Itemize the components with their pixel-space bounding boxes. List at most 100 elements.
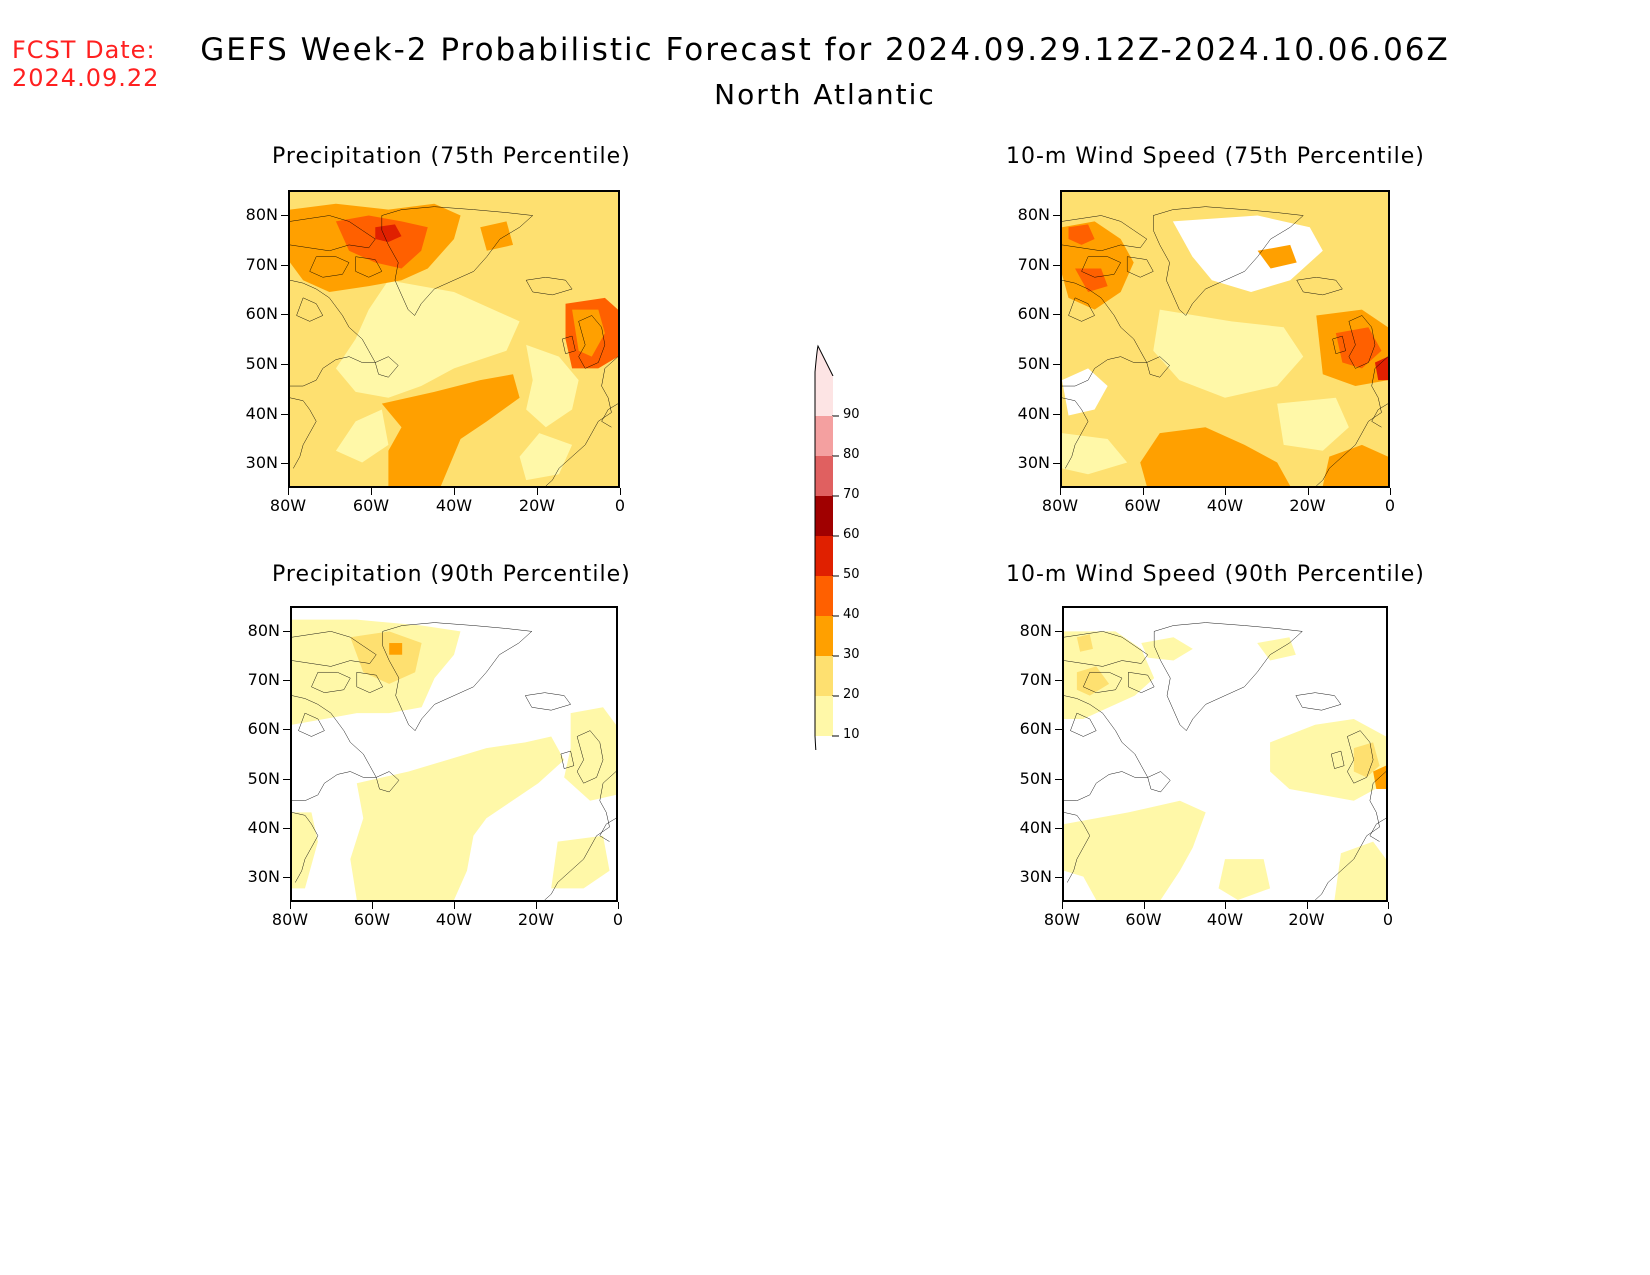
lon-label: 0 — [614, 496, 626, 515]
lon-label: 60W — [1124, 496, 1161, 515]
lon-tick — [372, 902, 373, 909]
probability-shading — [1075, 268, 1108, 292]
lon-tick — [1143, 902, 1145, 909]
probability-shading — [564, 707, 616, 801]
coastline — [375, 357, 398, 378]
lon-label: 20W — [517, 910, 555, 929]
lat-tick — [283, 680, 290, 681]
coastline — [1148, 772, 1171, 792]
coastline — [579, 315, 605, 368]
coastline — [546, 357, 618, 486]
lon-tick — [1390, 488, 1391, 495]
colorbar-swatch — [815, 656, 833, 696]
lon-tick — [1388, 902, 1389, 909]
lat-label: 50N — [1017, 353, 1050, 373]
colorbar-label: 70 — [843, 487, 860, 502]
lon-tick — [536, 902, 537, 909]
lon-tick — [454, 488, 455, 495]
coastline — [297, 298, 323, 322]
lat-label: 60N — [247, 719, 280, 739]
lat-label: 30N — [1019, 867, 1052, 887]
probability-shading — [1140, 427, 1291, 486]
lon-label: 80W — [1041, 496, 1079, 515]
lat-tick — [283, 630, 290, 632]
map-precip-90 — [290, 606, 618, 902]
colorbar-swatch — [815, 616, 833, 656]
lat-tick — [281, 363, 288, 365]
map-graphic — [1064, 608, 1386, 900]
coastline — [1154, 623, 1302, 731]
lat-tick — [281, 413, 288, 415]
lon-label: 40W — [1206, 496, 1244, 515]
colorbar-label: 60 — [843, 527, 860, 542]
colorbar-graphic — [814, 344, 839, 750]
lat-label: 40N — [1019, 818, 1052, 837]
colorbar-swatch — [815, 496, 833, 536]
lat-label: 70N — [245, 254, 278, 274]
lon-label: 60W — [353, 910, 391, 929]
probability-shading — [1076, 666, 1110, 696]
lat-label: 30N — [247, 867, 280, 887]
lon-tick — [620, 488, 621, 495]
colorbar-swatch — [815, 536, 833, 576]
coastline — [600, 818, 616, 841]
lon-label: 80W — [1043, 910, 1081, 929]
forecast-date-caption: FCST Date: — [12, 36, 156, 64]
lat-label: 80N — [1017, 204, 1050, 224]
coastline — [1153, 207, 1303, 316]
lat-tick — [281, 463, 288, 465]
coastline — [1349, 315, 1375, 368]
colorbar-top-cap — [814, 344, 834, 377]
lat-tick — [1053, 463, 1060, 465]
lat-tick — [1055, 877, 1062, 879]
probability-shading — [350, 736, 565, 900]
coastline — [1333, 336, 1346, 354]
probability-shading — [1172, 215, 1323, 292]
colorbar-swatch — [815, 696, 833, 736]
colorbar-swatch — [815, 416, 833, 456]
map-graphic — [1062, 192, 1388, 486]
coastline — [602, 404, 618, 428]
lon-label: 40W — [1206, 910, 1244, 929]
coastline — [311, 672, 350, 692]
coastline — [1128, 672, 1154, 692]
coastline — [1064, 631, 1148, 666]
lat-label: 80N — [247, 620, 280, 640]
lon-label: 40W — [435, 496, 473, 515]
lat-tick — [1053, 264, 1060, 266]
lat-tick — [1053, 363, 1060, 365]
coastline — [526, 277, 572, 295]
panel-title-precip-90: Precipitation (90th Percentile) — [272, 562, 631, 587]
colorbar-label: 10 — [843, 727, 860, 742]
lat-tick — [1053, 413, 1060, 415]
lat-label: 70N — [1019, 670, 1052, 689]
lat-tick — [1055, 828, 1062, 829]
region-title: North Atlantic — [714, 78, 936, 111]
coastline — [382, 207, 533, 316]
lon-tick — [1062, 902, 1063, 909]
coastline — [1316, 357, 1388, 486]
lat-label: 30N — [245, 453, 278, 473]
probability-shading — [1374, 356, 1388, 381]
lon-label: 20W — [1288, 910, 1325, 929]
coastline — [1064, 696, 1148, 801]
lat-label: 80N — [1019, 620, 1052, 640]
colorbar-swatch — [815, 576, 833, 616]
lon-tick — [1307, 488, 1309, 495]
coastline — [1147, 357, 1170, 378]
panel-title-precip-75: Precipitation (75th Percentile) — [272, 144, 631, 169]
coastline — [1062, 216, 1147, 251]
coastline — [1347, 731, 1373, 784]
lat-label: 70N — [1017, 254, 1050, 274]
probability-shading — [480, 221, 514, 251]
probability-shading — [1218, 859, 1271, 900]
lon-label: 60W — [1125, 910, 1162, 929]
coastline — [1062, 398, 1088, 469]
coastline — [525, 693, 570, 711]
colorbar-label: 80 — [843, 447, 860, 462]
coastline — [577, 731, 603, 784]
coastline — [292, 696, 376, 801]
lon-tick — [371, 488, 372, 495]
lon-tick — [1225, 902, 1226, 909]
coastline — [356, 257, 382, 278]
